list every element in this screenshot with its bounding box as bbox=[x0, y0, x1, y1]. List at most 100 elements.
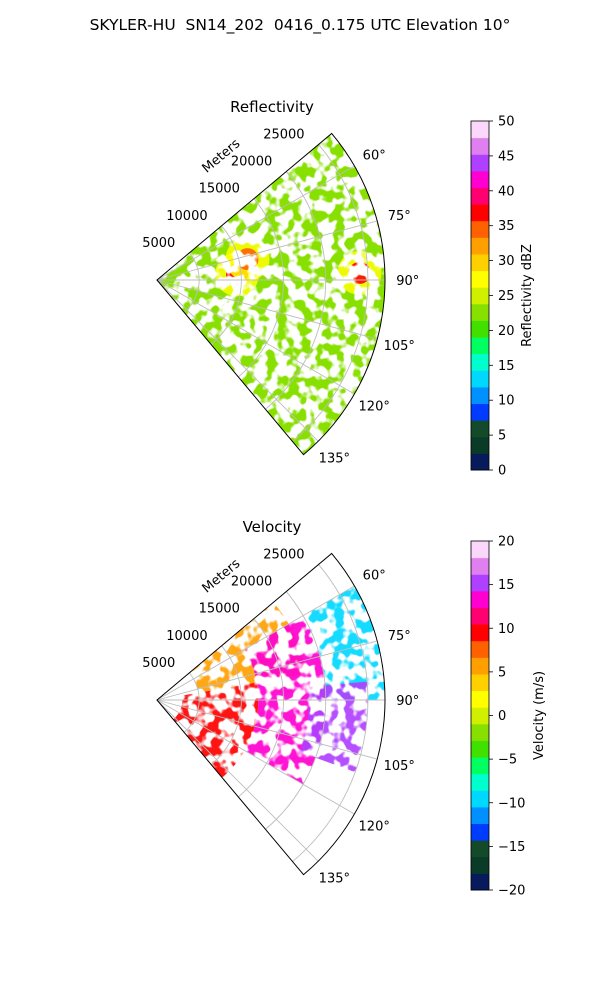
azimuth-tick-label: 75° bbox=[388, 209, 411, 224]
velocity-grid bbox=[156, 564, 385, 862]
colorbar-bin bbox=[471, 624, 489, 642]
colorbar-bin bbox=[471, 453, 489, 471]
colorbar-tick-label: 20 bbox=[498, 535, 515, 550]
range-ring bbox=[210, 645, 242, 765]
colorbar-bin bbox=[471, 707, 489, 725]
colorbar-bin bbox=[471, 137, 489, 155]
velocity-sector-frame bbox=[156, 552, 386, 876]
no-data-gaps bbox=[157, 133, 386, 455]
reflectivity-colorbar: 0 5 10 15 20 25 30 35 40 45 50 bbox=[470, 115, 515, 479]
colorbar-tick-label: 0 bbox=[498, 464, 506, 479]
azimuth-tick-label: 135° bbox=[319, 871, 350, 886]
colorbar-tick-label: 15 bbox=[498, 578, 515, 593]
azimuth-gridline bbox=[156, 279, 355, 395]
colorbar-bin bbox=[471, 353, 489, 371]
azimuth-tick-label: 120° bbox=[359, 819, 390, 834]
azimuth-tick-label: 90° bbox=[396, 274, 419, 289]
reflectivity-field bbox=[157, 133, 386, 455]
colorbar-bin bbox=[471, 557, 489, 575]
colorbar-bin bbox=[471, 790, 489, 808]
colorbar-bin bbox=[471, 370, 489, 388]
reflectivity-colorbar-label: Reflectivity dBZ bbox=[520, 244, 535, 347]
velocity-title: Velocity bbox=[243, 518, 302, 536]
velocity-colorbar-label: Velocity (m/s) bbox=[532, 671, 547, 760]
range-ring bbox=[210, 225, 242, 345]
azimuth-gridline bbox=[156, 699, 355, 815]
range-ring bbox=[238, 618, 284, 798]
range-tick-label: 20000 bbox=[231, 155, 272, 170]
azimuth-gridline bbox=[156, 585, 355, 701]
colorbar-tick-label: 20 bbox=[498, 324, 515, 339]
colorbar-bin bbox=[471, 574, 489, 592]
colorbar-bin bbox=[471, 607, 489, 625]
range-tick-label: 10000 bbox=[166, 629, 207, 644]
colorbar-tick-label: 30 bbox=[498, 254, 515, 269]
reflectivity-title: Reflectivity bbox=[230, 98, 314, 116]
colorbar-bin bbox=[471, 823, 489, 841]
colorbar-bin bbox=[471, 541, 489, 559]
colorbar-tick-label: −20 bbox=[498, 884, 525, 899]
colorbar-bin bbox=[471, 806, 489, 825]
azimuth-gridline bbox=[156, 165, 355, 281]
range-tick-label: 5000 bbox=[142, 236, 175, 251]
colorbar-bin bbox=[471, 436, 489, 454]
colorbar-tick-label: 0 bbox=[498, 709, 506, 724]
colorbar-tick-label: −5 bbox=[498, 753, 517, 768]
colorbar-tick-label: 25 bbox=[498, 289, 515, 304]
colorbar-bin bbox=[471, 840, 489, 858]
azimuth-gridline bbox=[156, 220, 378, 281]
azimuth-gridline bbox=[156, 640, 378, 701]
azimuth-tick-label: 105° bbox=[384, 339, 415, 354]
colorbar-tick-label: −10 bbox=[498, 796, 525, 811]
velocity-colorbar: −20 −15 −10 −5 0 5 10 15 20 bbox=[470, 535, 525, 899]
colorbar-tick-label: −15 bbox=[498, 840, 525, 855]
colorbar-bin bbox=[471, 873, 489, 891]
colorbar-tick-label: 45 bbox=[498, 149, 515, 164]
range-tick-label: 15000 bbox=[199, 182, 240, 197]
range-tick-label: 25000 bbox=[263, 127, 304, 142]
colorbar-bin bbox=[471, 740, 489, 758]
range-ring bbox=[238, 198, 284, 378]
azimuth-gridline bbox=[156, 699, 319, 862]
colorbar-tick-label: 5 bbox=[498, 429, 506, 444]
figure-title: SKYLER-HU SN14_202 0416_0.175 UTC Elevat… bbox=[89, 16, 511, 34]
colorbar-bin bbox=[471, 154, 489, 172]
colorbar-tick-label: 5 bbox=[498, 665, 506, 680]
range-tick-label: 15000 bbox=[199, 602, 240, 617]
azimuth-tick-label: 90° bbox=[396, 694, 419, 709]
azimuth-tick-label: 105° bbox=[384, 759, 415, 774]
range-ring bbox=[183, 252, 200, 313]
colorbar-bin bbox=[471, 270, 489, 288]
colorbar-bin bbox=[471, 320, 489, 338]
azimuth-tick-label: 60° bbox=[363, 569, 386, 584]
colorbar-bin bbox=[471, 337, 489, 355]
colorbar-bin bbox=[471, 204, 489, 222]
range-ring bbox=[265, 171, 327, 410]
colorbar-tick-label: 40 bbox=[498, 184, 515, 199]
colorbar-bin bbox=[471, 386, 489, 405]
range-ring bbox=[292, 144, 369, 442]
azimuth-gridline bbox=[156, 279, 378, 340]
colorbar-bin bbox=[471, 253, 489, 272]
azimuth-tick-label: 135° bbox=[319, 451, 350, 466]
colorbar-bin bbox=[471, 773, 489, 791]
colorbar-bin bbox=[471, 303, 489, 321]
colorbar-bin bbox=[471, 287, 489, 305]
azimuth-gridline bbox=[156, 279, 319, 442]
colorbar-tick-label: 10 bbox=[498, 622, 515, 637]
colorbar-bin bbox=[471, 690, 489, 708]
range-tick-label: 10000 bbox=[166, 209, 207, 224]
colorbar-bin bbox=[471, 856, 489, 874]
range-tick-label: 20000 bbox=[231, 575, 272, 590]
velocity-field bbox=[157, 553, 386, 875]
reflectivity-sector-frame bbox=[156, 132, 386, 456]
reflectivity-grid bbox=[156, 144, 385, 442]
colorbar-tick-label: 35 bbox=[498, 219, 515, 234]
colorbar-bin bbox=[471, 121, 489, 139]
range-tick-label: 25000 bbox=[263, 547, 304, 562]
range-ring bbox=[265, 591, 327, 830]
colorbar-tick-label: 50 bbox=[498, 115, 515, 130]
colorbar-bin bbox=[471, 237, 489, 255]
